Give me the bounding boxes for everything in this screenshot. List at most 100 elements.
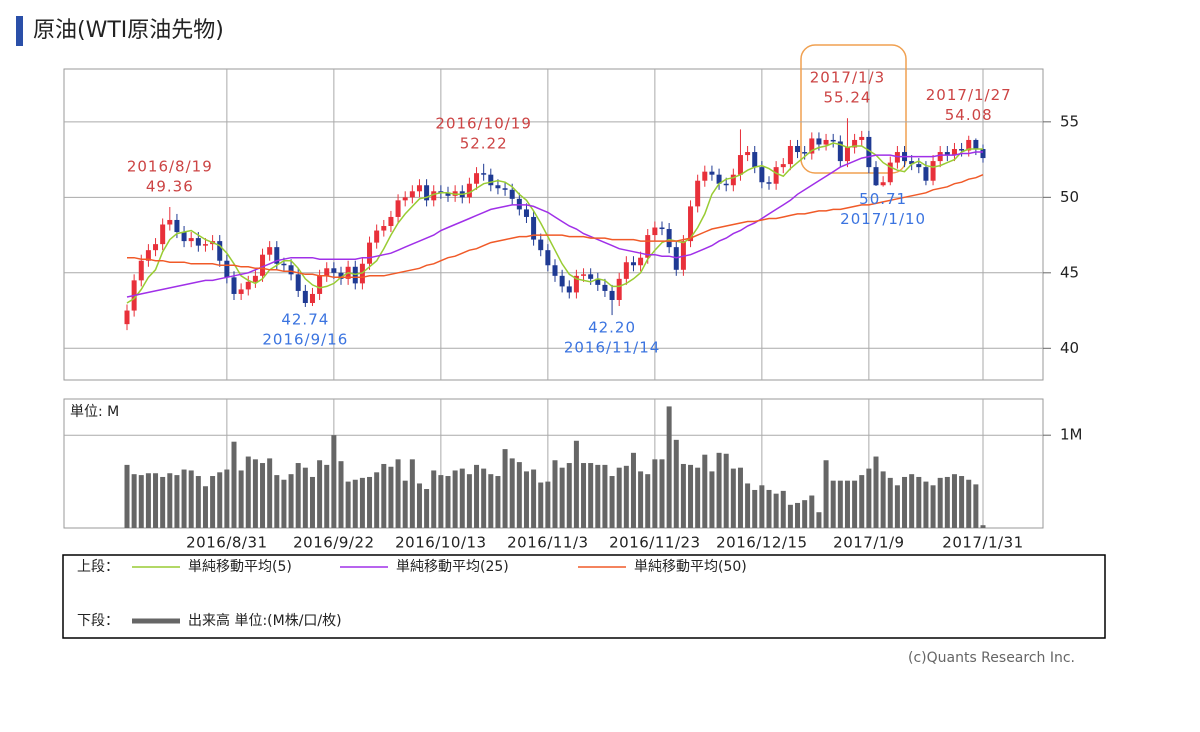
candle-body xyxy=(966,139,972,151)
candle-body xyxy=(737,155,743,175)
volume-bar xyxy=(638,471,644,528)
annotation-date: 2016/11/14 xyxy=(564,339,660,357)
volume-bar xyxy=(267,458,273,528)
candle-body xyxy=(695,180,701,207)
annotation-value: 42.74 xyxy=(281,310,329,328)
volume-bar xyxy=(481,468,487,528)
volume-bar xyxy=(409,459,415,528)
candle-body xyxy=(195,238,201,246)
volume-bar xyxy=(295,463,301,528)
candle-body xyxy=(367,242,373,264)
volume-bar xyxy=(210,476,216,528)
candle-body xyxy=(773,167,779,184)
candle-body xyxy=(973,139,979,150)
candle-body xyxy=(552,265,558,276)
volume-bar xyxy=(160,476,166,528)
volume-bar xyxy=(909,474,915,528)
volume-bar xyxy=(331,435,337,528)
candle-body xyxy=(745,152,751,156)
y-tick-label: 50 xyxy=(1060,188,1079,206)
volume-bar xyxy=(452,470,458,528)
candle-body xyxy=(167,219,173,225)
candle-body xyxy=(916,164,922,168)
volume-bar xyxy=(666,406,672,528)
volume-bar xyxy=(509,458,515,528)
candle-body xyxy=(937,152,943,162)
volume-bar xyxy=(766,489,772,528)
candle-body xyxy=(766,182,772,184)
volume-bar xyxy=(145,473,151,528)
candle-body xyxy=(424,185,430,201)
candle-body xyxy=(645,235,651,258)
candle-body xyxy=(844,147,850,162)
candle-body xyxy=(481,173,487,175)
candle-body xyxy=(531,216,537,240)
annotation-value: 42.20 xyxy=(588,319,636,337)
candle-body xyxy=(809,138,815,154)
y-tick-label: 1M xyxy=(1060,426,1083,444)
candle-body xyxy=(160,224,166,245)
volume-bar xyxy=(709,471,715,528)
candle-body xyxy=(659,227,665,230)
volume-bar xyxy=(288,474,294,528)
candle-body xyxy=(923,167,929,181)
candle-body xyxy=(388,216,394,227)
candle-body xyxy=(317,275,323,294)
candle-body xyxy=(238,289,244,294)
candle-body xyxy=(566,286,572,293)
candle-body xyxy=(523,209,529,217)
volume-bar xyxy=(795,502,801,528)
volume-bar xyxy=(231,441,237,528)
legend-upper-label: 上段： xyxy=(77,559,119,575)
volume-bar xyxy=(531,469,537,528)
volume-bar xyxy=(367,476,373,528)
volume-bar xyxy=(980,525,986,528)
candle-body xyxy=(573,275,579,293)
volume-bar xyxy=(973,484,979,528)
volume-bar xyxy=(495,476,501,528)
volume-bar xyxy=(723,453,729,528)
legend-label: 単純移動平均(5) xyxy=(188,559,292,575)
candle-body xyxy=(951,149,957,156)
candle-body xyxy=(666,229,672,248)
volume-bar xyxy=(652,459,658,528)
x-tick-label: 2016/11/3 xyxy=(507,534,588,552)
candle-body xyxy=(823,139,829,145)
candle-body xyxy=(309,293,315,304)
candle-body xyxy=(959,149,965,151)
candle-body xyxy=(331,268,337,273)
candle-body xyxy=(495,185,501,189)
volume-bar xyxy=(823,460,829,528)
candle-body xyxy=(980,149,986,159)
annotation-date: 2016/8/19 xyxy=(127,157,213,175)
candle-body xyxy=(866,136,872,168)
volume-bar xyxy=(959,476,965,528)
volume-bar xyxy=(752,489,758,528)
candle-body xyxy=(231,277,237,294)
highlight-box xyxy=(800,44,907,174)
volume-bar xyxy=(581,463,587,528)
candle-body xyxy=(795,145,801,153)
volume-bar xyxy=(438,475,444,528)
candle-body xyxy=(709,171,715,175)
volume-bar xyxy=(224,469,230,528)
annotation-value: 52.22 xyxy=(460,134,508,152)
candle-body xyxy=(887,162,893,183)
volume-bar xyxy=(966,479,972,528)
annotation-date: 2016/10/19 xyxy=(435,114,531,132)
candle-body xyxy=(930,161,936,181)
volume-bar xyxy=(894,485,900,528)
volume-bar xyxy=(381,463,387,528)
moving-average-line xyxy=(126,151,983,298)
volume-bar xyxy=(859,475,865,528)
volume-bar xyxy=(395,459,401,528)
candle-body xyxy=(759,167,765,183)
candle-body xyxy=(752,152,758,168)
candle-body xyxy=(830,139,836,142)
candle-body xyxy=(802,152,808,154)
candle-body xyxy=(730,174,736,186)
candle-body xyxy=(852,139,858,148)
candle-body xyxy=(224,260,230,278)
legend-lower-label: 下段： xyxy=(77,613,119,629)
y-tick-label: 40 xyxy=(1060,339,1079,357)
